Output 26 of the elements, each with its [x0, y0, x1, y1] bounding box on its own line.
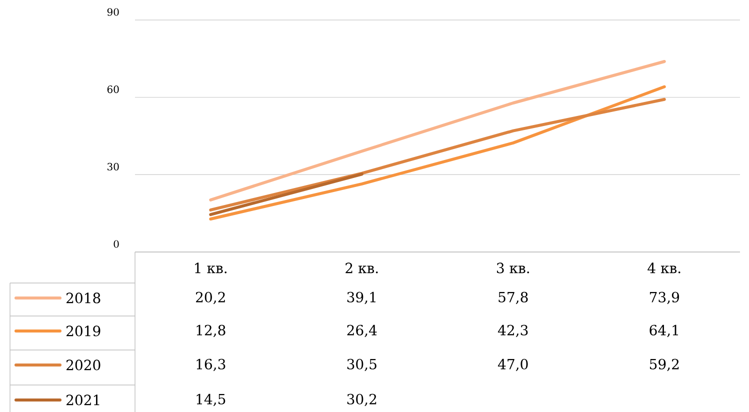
- y-tick-label: 90: [107, 8, 119, 16]
- data-label: 14,5: [196, 394, 226, 406]
- data-label: 73,9: [650, 292, 680, 304]
- legend-label: 2021: [66, 394, 100, 406]
- data-label: 64,1: [650, 324, 678, 338]
- data-label: 30,2: [347, 394, 376, 406]
- y-tick-label: 30: [108, 162, 119, 170]
- y-tick-label: 60: [107, 86, 119, 94]
- data-label: 39,1: [347, 292, 376, 304]
- data-label: 20,2: [196, 292, 225, 304]
- data-label: 26,4: [347, 324, 377, 338]
- x-tick-label: 4 кв.: [648, 262, 680, 274]
- data-label: 57,8: [498, 292, 528, 304]
- x-tick-label: 1 кв.: [195, 262, 227, 274]
- x-tick-label: 2 кв.: [346, 262, 378, 274]
- data-label: 30,5: [347, 358, 376, 372]
- data-label: 59,2: [650, 358, 679, 372]
- x-tick-label: 3 кв.: [496, 262, 530, 274]
- legend-label: 2018: [66, 292, 100, 304]
- data-label: 42,3: [498, 324, 528, 338]
- y-tick-label: 0: [114, 240, 119, 248]
- data-label: 47,0: [498, 358, 528, 372]
- legend-label: 2019: [66, 326, 100, 336]
- legend-label: 2020: [66, 360, 100, 370]
- data-label: 16,3: [196, 358, 226, 372]
- data-label: 12,8: [196, 324, 226, 338]
